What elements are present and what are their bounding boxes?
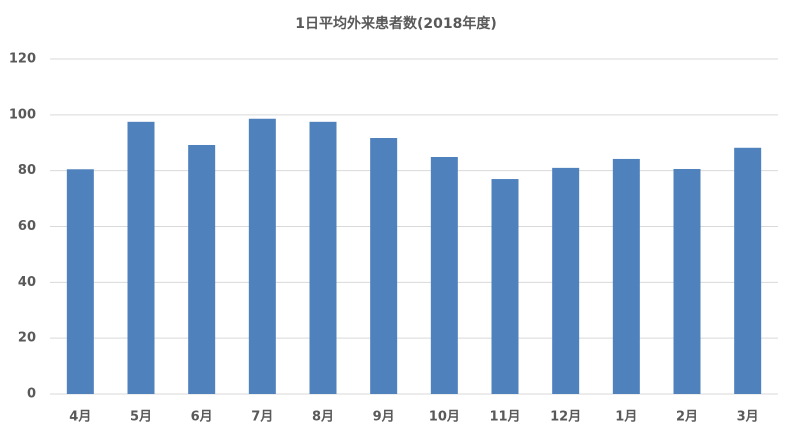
bar — [127, 121, 155, 394]
x-tick-label: 4月 — [69, 410, 91, 425]
y-tick-label: 80 — [18, 163, 36, 178]
x-tick-label: 8月 — [312, 410, 334, 425]
x-tick-label: 2月 — [676, 410, 698, 425]
bar — [734, 147, 762, 394]
bar — [248, 118, 276, 394]
bar — [188, 144, 216, 394]
bar — [491, 179, 519, 394]
bar — [430, 156, 458, 394]
x-tick-label: 5月 — [130, 410, 152, 425]
x-tick-label: 3月 — [737, 410, 759, 425]
bar — [673, 168, 701, 394]
chart-title: 1日平均外来患者数(2018年度) — [295, 15, 497, 32]
x-tick-label: 7月 — [251, 410, 273, 425]
bar — [370, 138, 398, 394]
y-tick-label: 20 — [18, 331, 36, 346]
bar — [552, 167, 580, 394]
bar — [612, 158, 640, 394]
x-tick-label: 12月 — [550, 410, 581, 425]
x-tick-label: 11月 — [489, 410, 520, 425]
y-tick-label: 100 — [9, 107, 36, 122]
y-tick-label: 40 — [18, 275, 36, 290]
bar — [309, 121, 337, 394]
y-tick-label: 120 — [9, 52, 36, 67]
bar — [66, 169, 94, 394]
y-tick-label: 60 — [18, 219, 36, 234]
x-tick-label: 6月 — [191, 410, 213, 425]
y-tick-label: 0 — [27, 387, 36, 402]
x-tick-label: 9月 — [373, 410, 395, 425]
x-tick-label: 10月 — [429, 410, 460, 425]
x-tick-label: 1月 — [615, 410, 637, 425]
